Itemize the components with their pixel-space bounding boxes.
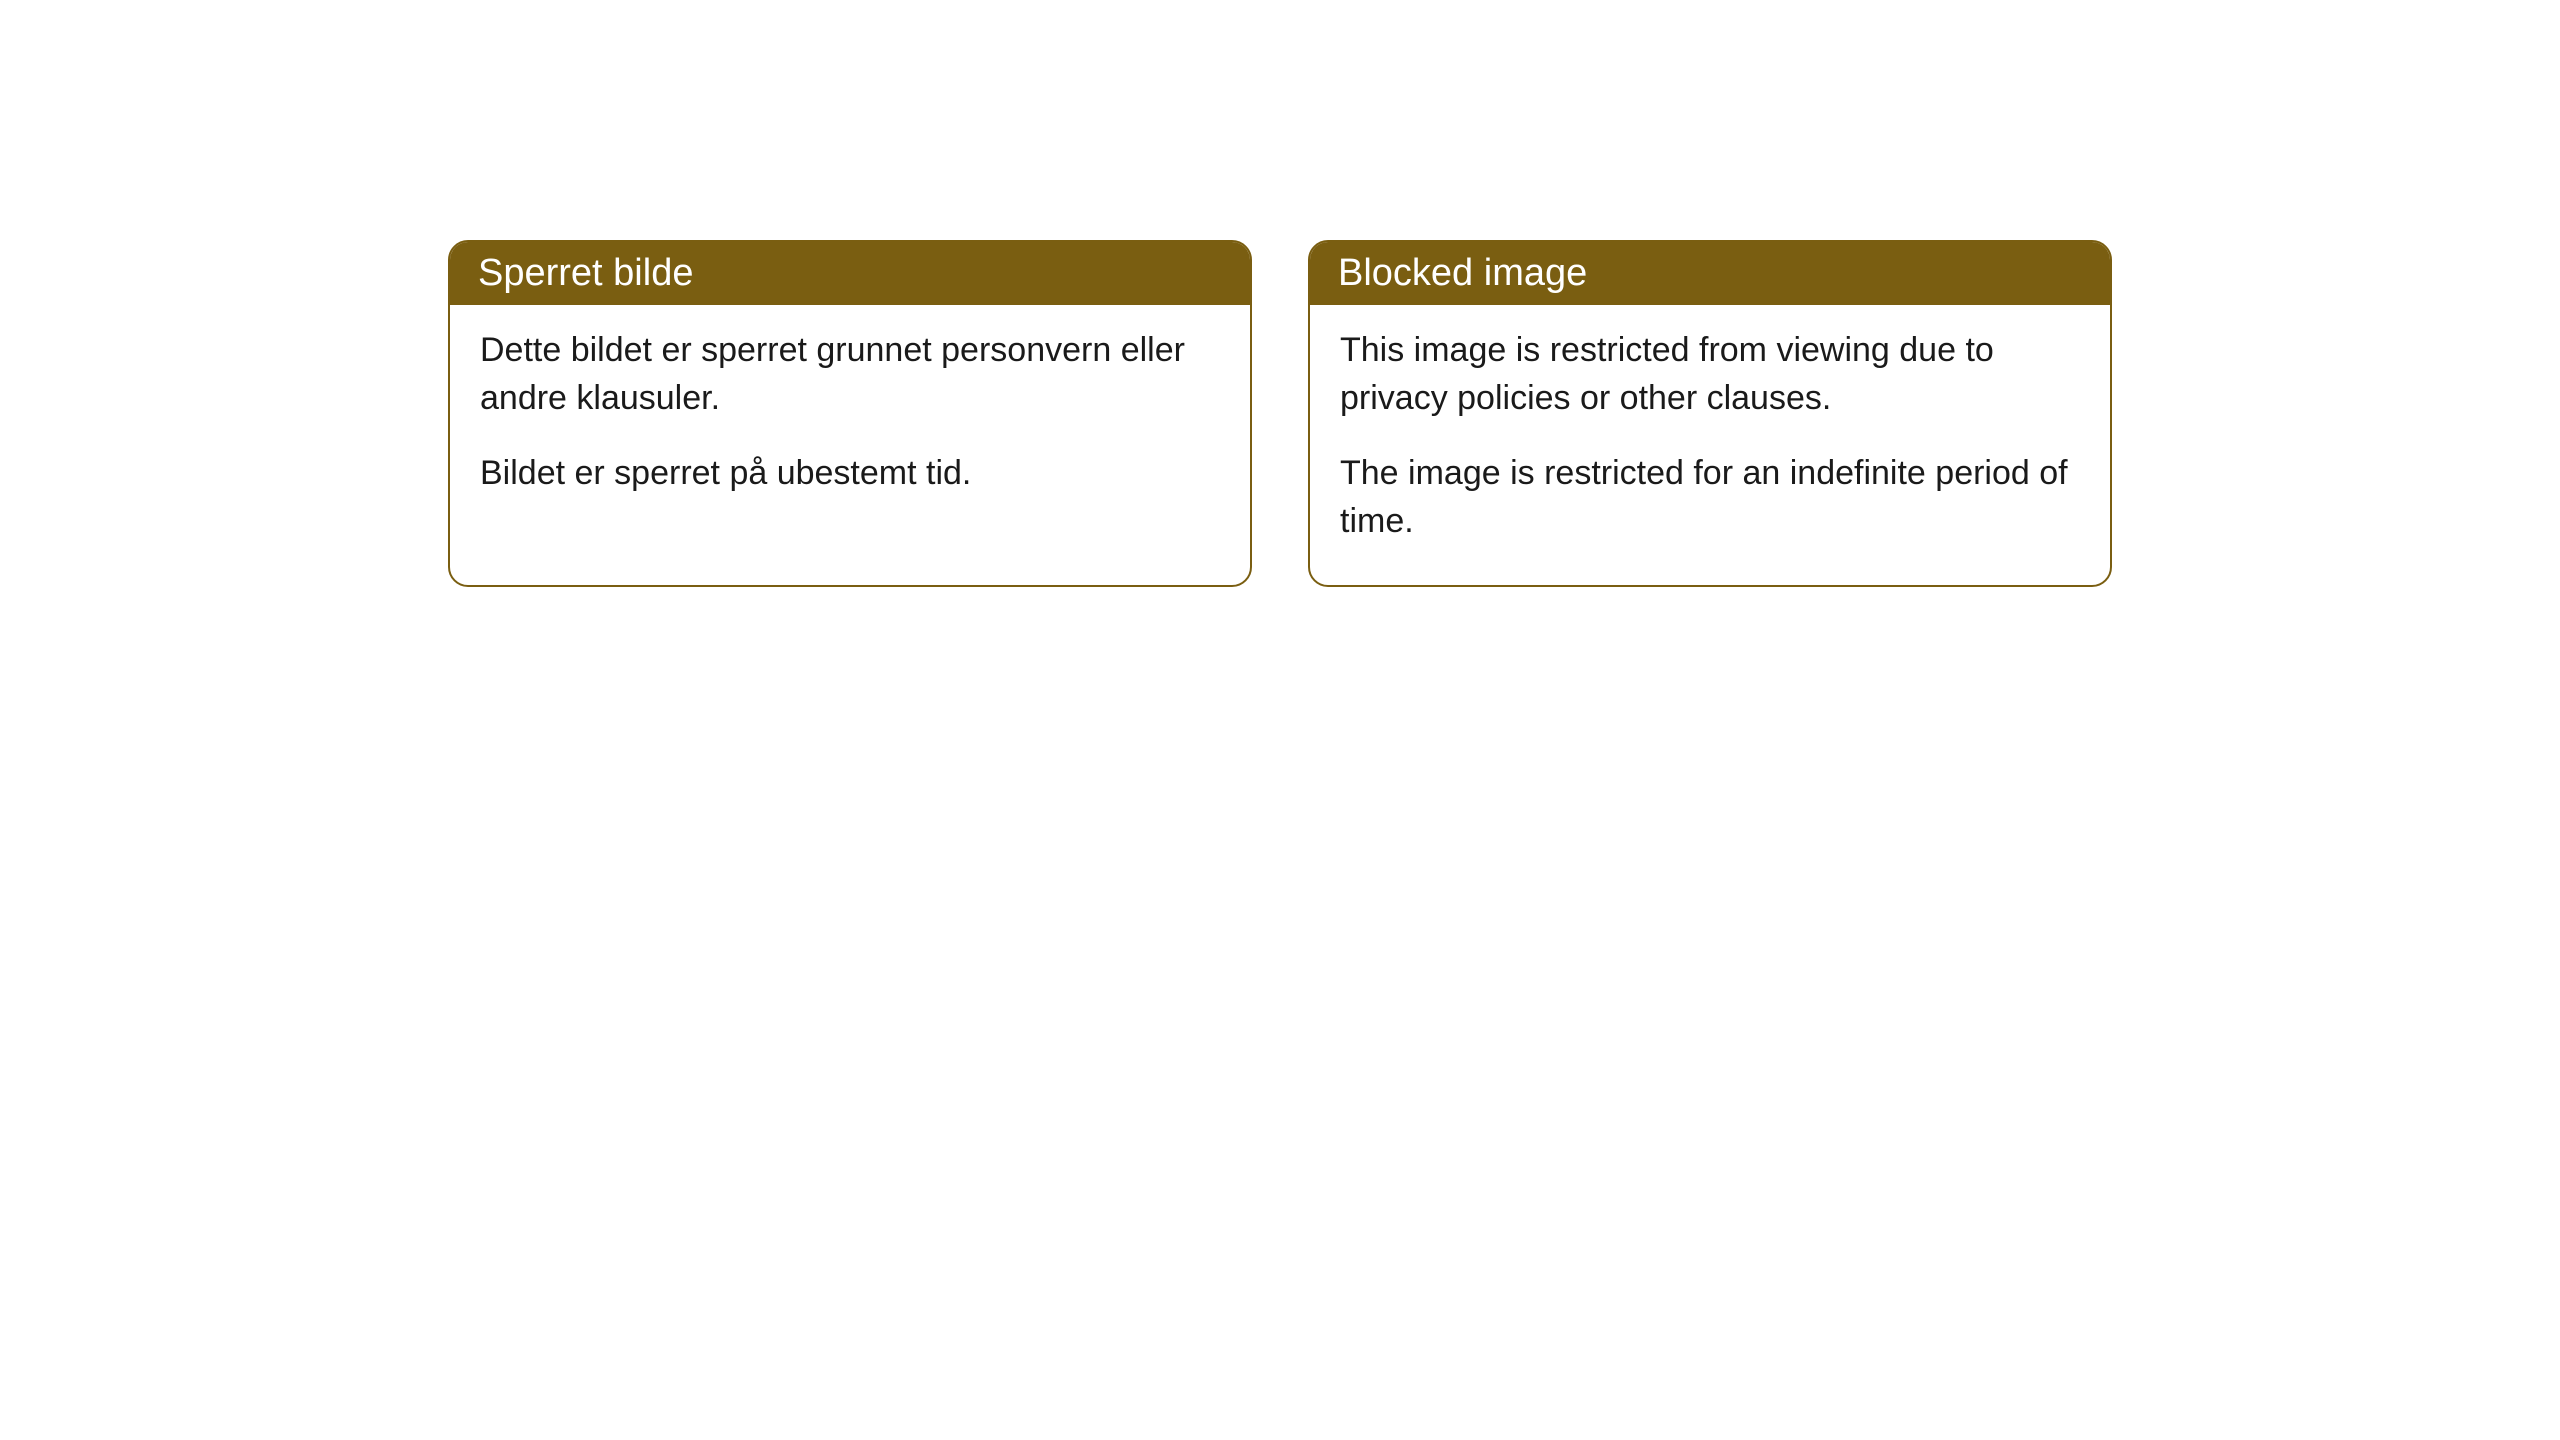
card-text-norwegian-1: Dette bildet er sperret grunnet personve… [480,327,1220,422]
card-title-norwegian: Sperret bilde [478,252,693,294]
card-header-norwegian: Sperret bilde [450,242,1250,305]
blocked-image-card-english: Blocked image This image is restricted f… [1308,240,2112,587]
card-body-english: This image is restricted from viewing du… [1310,305,2110,585]
blocked-image-card-norwegian: Sperret bilde Dette bildet er sperret gr… [448,240,1252,587]
card-text-english-1: This image is restricted from viewing du… [1340,327,2080,422]
card-body-norwegian: Dette bildet er sperret grunnet personve… [450,305,1250,538]
card-text-english-2: The image is restricted for an indefinit… [1340,450,2080,545]
notice-cards-container: Sperret bilde Dette bildet er sperret gr… [448,240,2112,587]
card-text-norwegian-2: Bildet er sperret på ubestemt tid. [480,450,1220,498]
card-title-english: Blocked image [1338,252,1587,294]
card-header-english: Blocked image [1310,242,2110,305]
